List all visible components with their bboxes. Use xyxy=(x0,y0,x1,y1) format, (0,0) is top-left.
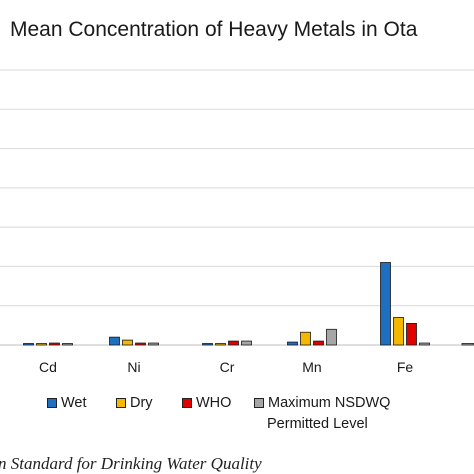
bar-cr-dry xyxy=(215,343,226,346)
bar-cd-wet xyxy=(23,343,34,346)
legend: Wet Dry WHO Maximum NSDWQ xyxy=(0,395,474,435)
chart-title: Mean Concentration of Heavy Metals in Ot… xyxy=(10,18,418,41)
x-tick-label-cd: Cd xyxy=(39,359,57,375)
bar-cd-dry xyxy=(36,343,47,346)
bar-fe-wet xyxy=(380,262,391,346)
bar-fe-dry xyxy=(393,317,404,346)
bar-cr-wet xyxy=(202,343,213,346)
legend-entry-dry: Dry xyxy=(116,395,153,411)
x-tick-label-fe: Fe xyxy=(397,359,414,375)
bar-cropped-edge xyxy=(461,343,474,346)
legend-swatch xyxy=(182,398,192,408)
legend-label: Wet xyxy=(61,395,87,411)
legend-label: WHO xyxy=(196,395,232,411)
x-tick-label-cr: Cr xyxy=(220,359,235,375)
bar-ni-maximum-nsdwq xyxy=(148,342,159,346)
legend-swatch xyxy=(254,398,264,408)
bar-mn-dry xyxy=(300,331,311,346)
bar-cr-who xyxy=(228,340,239,346)
bar-ni-wet xyxy=(109,336,120,346)
bar-cd-maximum-nsdwq xyxy=(62,343,73,346)
legend-entry-maximum-nsdwq: Maximum NSDWQ xyxy=(254,395,390,411)
bar-ni-dry xyxy=(122,339,133,346)
bar-cr-maximum-nsdwq xyxy=(241,340,252,346)
bar-mn-wet xyxy=(287,341,298,346)
x-tick-label-mn: Mn xyxy=(302,359,321,375)
bar-fe-who xyxy=(406,322,417,346)
legend-label: Dry xyxy=(130,395,153,411)
plot-area: Cd Ni Cr Mn Fe xyxy=(0,69,474,375)
bar-ni-who xyxy=(135,342,146,346)
legend-second-line: Permitted Level xyxy=(267,416,368,432)
legend-entry-who: WHO xyxy=(182,395,231,411)
legend-entry-wet: Wet xyxy=(47,395,87,411)
bar-fe-maximum-nsdwq xyxy=(419,342,430,346)
figure-caption: n Standard for Drinking Water Quality xyxy=(0,454,262,473)
x-tick-label-ni: Ni xyxy=(127,359,140,375)
legend-swatch xyxy=(116,398,126,408)
bar-mn-maximum-nsdwq xyxy=(326,328,337,346)
legend-swatch xyxy=(47,398,57,408)
bar-mn-who xyxy=(313,340,324,346)
legend-label: Maximum NSDWQ xyxy=(268,395,391,411)
bar-cd-who xyxy=(49,342,60,346)
